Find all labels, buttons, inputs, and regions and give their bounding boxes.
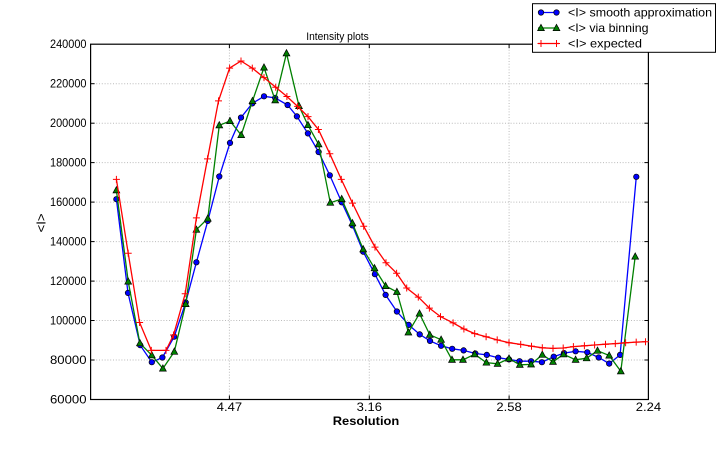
svg-text:200000: 200000	[50, 118, 87, 130]
svg-text:160000: 160000	[50, 197, 87, 209]
svg-text:<I>: <I>	[34, 213, 49, 232]
svg-text:Resolution: Resolution	[333, 414, 400, 428]
svg-text:120000: 120000	[50, 276, 87, 288]
svg-text:80000: 80000	[50, 355, 87, 367]
svg-text:240000: 240000	[50, 39, 87, 51]
svg-text:2.58: 2.58	[496, 400, 522, 414]
svg-text:60000: 60000	[50, 395, 87, 407]
svg-text:180000: 180000	[50, 158, 87, 170]
svg-text:<I> expected: <I> expected	[568, 37, 642, 51]
svg-text:100000: 100000	[50, 316, 87, 328]
svg-text:Intensity plots: Intensity plots	[306, 31, 369, 43]
svg-text:4.47: 4.47	[217, 400, 243, 414]
svg-text:<I> via binning: <I> via binning	[568, 21, 649, 35]
svg-text:<I> smooth approximation: <I> smooth approximation	[568, 6, 712, 20]
svg-text:220000: 220000	[50, 79, 87, 91]
svg-text:2.24: 2.24	[636, 400, 662, 414]
svg-text:3.16: 3.16	[357, 400, 383, 414]
svg-text:140000: 140000	[50, 237, 87, 249]
